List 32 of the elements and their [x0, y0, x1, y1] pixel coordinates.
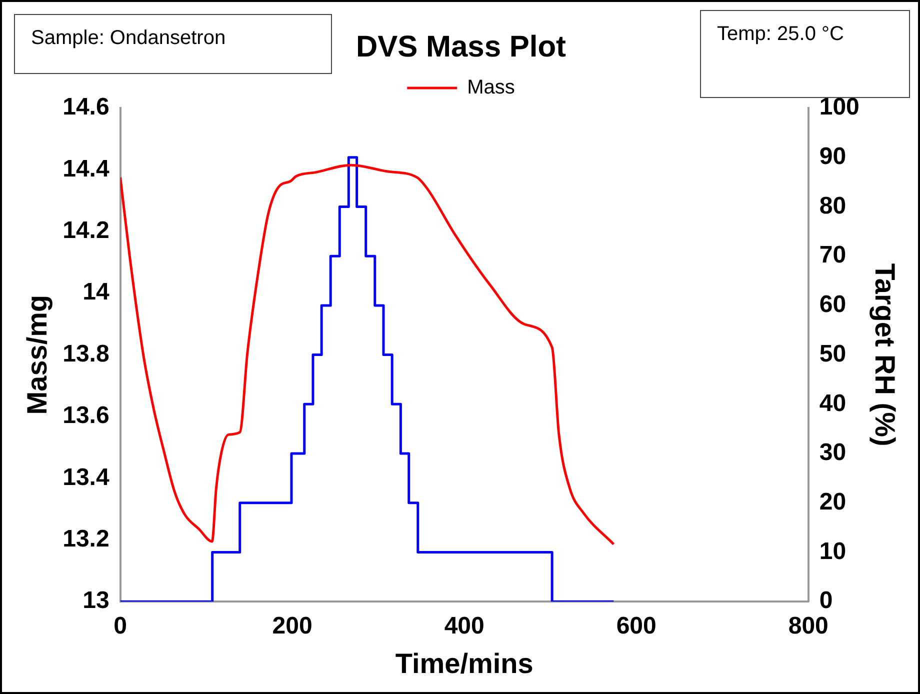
y-tick-label: 13.8	[62, 340, 110, 368]
y2-tick-label: 20	[819, 488, 846, 516]
y2-tick-label: 40	[819, 390, 846, 417]
y-tick-label: 13.2	[62, 526, 110, 553]
x-tick-label: 800	[788, 612, 828, 640]
y2-tick-label: 50	[819, 340, 846, 368]
y2-tick-label: 30	[819, 439, 846, 466]
text: Sample: Ondansetron	[14, 14, 332, 74]
y2-tick-label: 60	[819, 291, 846, 318]
legend-label: Mass	[467, 76, 515, 99]
y2-tick-label: 10	[819, 538, 846, 565]
y-tick-label: 13	[82, 587, 110, 614]
y-axis-title: Mass/mg	[22, 294, 53, 415]
y-tick-label: 14.2	[62, 217, 110, 244]
x-axis-title: Time/mins	[395, 648, 534, 679]
y2-axis-title: Target RH (%)	[869, 263, 900, 446]
y2-tick-label: 100	[819, 94, 860, 121]
chart-title: DVS Mass Plot	[356, 30, 566, 64]
x-tick-label: 0	[114, 612, 127, 640]
x-tick-label: 400	[444, 612, 484, 640]
y2-tick-label: 70	[819, 242, 846, 269]
y-tick-label: 13.4	[62, 464, 110, 491]
y-tick-label: 13.6	[62, 402, 110, 430]
y2-tick-label: 80	[819, 192, 846, 220]
y2-tick-label: 0	[819, 587, 833, 614]
x-tick-label: 600	[616, 612, 656, 640]
y-tick-label: 14	[82, 278, 110, 306]
x-tick-label: 200	[272, 612, 312, 640]
y-tick-label: 14.4	[62, 155, 110, 182]
y2-tick-label: 90	[819, 142, 846, 170]
y-tick-label: 14.6	[62, 94, 110, 121]
text: Temp: 25.0 °C	[717, 23, 844, 45]
